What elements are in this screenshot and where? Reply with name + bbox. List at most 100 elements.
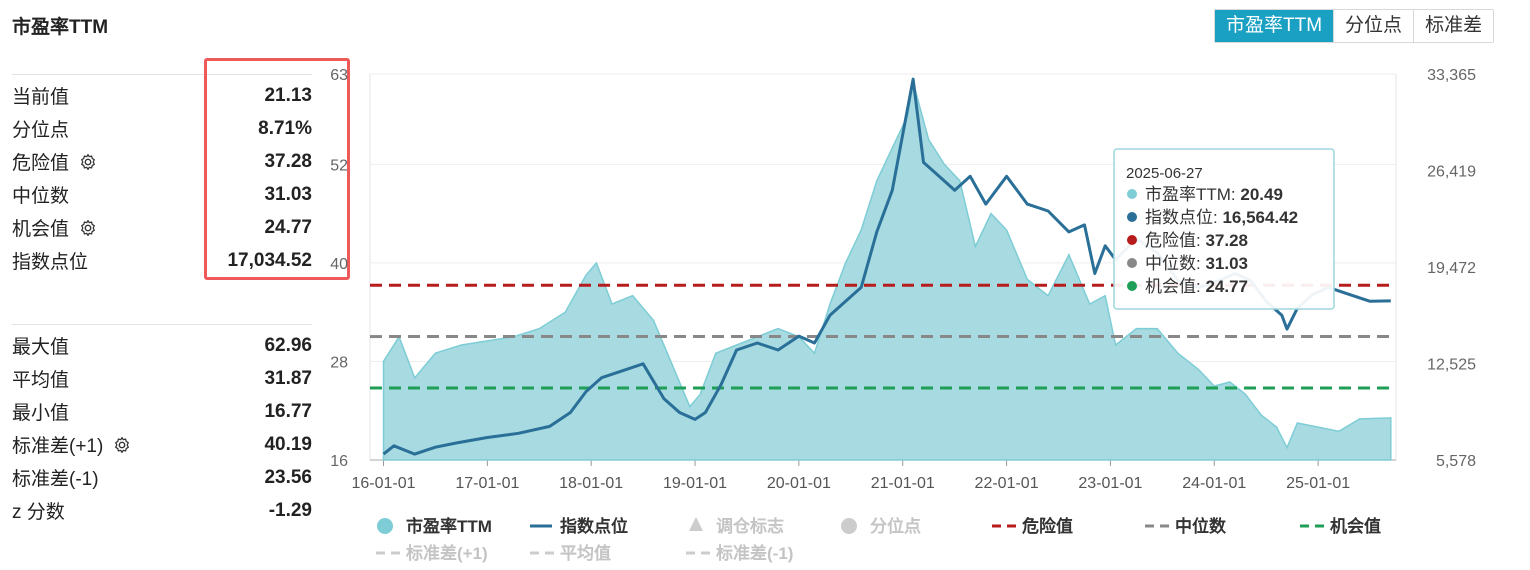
y-left-tick-label: 63 <box>330 67 348 84</box>
tooltip-dot <box>1127 189 1137 199</box>
x-tick-label: 22-01-01 <box>975 475 1039 492</box>
stat-row: 平均值 31.87 <box>12 362 312 395</box>
legend-item[interactable]: 分位点 <box>841 516 921 536</box>
tooltip-item: 中位数: 31.03 <box>1145 254 1248 273</box>
legend-label: 机会值 <box>1330 516 1381 536</box>
stat-label-text: 最大值 <box>12 337 70 358</box>
y-left-tick-label: 16 <box>330 453 348 470</box>
tab-pe-ttm[interactable]: 市盈率TTM <box>1215 10 1334 42</box>
stat-value: 21.13 <box>264 84 312 106</box>
stat-label-text: 标准差(+1) <box>12 436 104 457</box>
stat-row: 危险值 37.28 <box>12 145 312 178</box>
legend-label: 危险值 <box>1021 516 1073 536</box>
x-tick-label: 18-01-01 <box>559 475 623 492</box>
stat-label-text: 标准差(-1) <box>12 469 99 490</box>
stat-row: 机会值 24.77 <box>12 211 312 244</box>
stat-row: 中位数 31.03 <box>12 178 312 211</box>
stat-label: 危险值 <box>12 148 97 175</box>
stat-label-text: 中位数 <box>12 186 70 207</box>
stat-label: 当前值 <box>12 82 69 109</box>
legend-item[interactable]: 机会值 <box>1300 516 1381 536</box>
stat-value: 8.71% <box>258 117 312 139</box>
legend-item[interactable]: 平均值 <box>530 543 611 563</box>
stat-value: 23.56 <box>264 466 312 488</box>
y-right-tick-label: 26,419 <box>1427 164 1476 181</box>
tab-std-dev[interactable]: 标准差 <box>1413 10 1494 42</box>
stat-row: 最小值 16.77 <box>12 395 312 428</box>
tooltip-item-value: 16,564.42 <box>1222 208 1298 227</box>
metric-tabs: 市盈率TTM 分位点 标准差 <box>1214 9 1495 43</box>
stat-label-text: 指数点位 <box>12 252 89 273</box>
tooltip-item-label: 指数点位: <box>1145 208 1222 227</box>
legend-triangle-icon <box>689 517 703 531</box>
tooltip-dot <box>1127 235 1137 245</box>
gear-icon[interactable] <box>113 436 131 454</box>
legend-item[interactable]: 危险值 <box>992 516 1073 536</box>
gear-icon[interactable] <box>79 153 97 171</box>
stat-label-text: 危险值 <box>12 153 70 174</box>
tooltip-item: 市盈率TTM: 20.49 <box>1145 185 1283 204</box>
legend-label: 调仓标志 <box>716 516 784 536</box>
legend-label: 平均值 <box>560 543 611 563</box>
legend-label: 中位数 <box>1175 516 1227 536</box>
stat-label-text: 机会值 <box>12 219 70 240</box>
legend-label: 标准差(-1) <box>716 543 793 563</box>
tooltip-date: 2025-06-27 <box>1126 165 1203 182</box>
tooltip-item-value: 31.03 <box>1205 254 1248 273</box>
x-tick-label: 23-01-01 <box>1078 475 1142 492</box>
legend-item[interactable]: 标准差(-1) <box>686 543 793 563</box>
legend-label: 市盈率TTM <box>406 516 492 536</box>
stat-row: 分位点 8.71% <box>12 112 312 145</box>
stat-row: 最大值 62.96 <box>12 329 312 362</box>
stat-value: 62.96 <box>264 334 312 356</box>
stat-label: 标准差(+1) <box>12 431 131 458</box>
stat-value: 40.19 <box>264 433 312 455</box>
stat-label-text: z 分数 <box>12 502 65 523</box>
tooltip-item-value: 20.49 <box>1240 185 1283 204</box>
stat-label: 最大值 <box>12 332 69 359</box>
tooltip-item-value: 37.28 <box>1205 231 1248 250</box>
stat-value: 24.77 <box>264 216 312 238</box>
y-left-tick-label: 28 <box>330 354 348 371</box>
stat-value: 31.87 <box>264 367 312 389</box>
x-tick-label: 19-01-01 <box>663 475 727 492</box>
stat-row: z 分数 -1.29 <box>12 494 312 527</box>
tooltip-item-label: 危险值: <box>1145 231 1205 250</box>
y-left-tick-label: 40 <box>330 256 348 273</box>
legend-dot-icon <box>377 518 393 534</box>
x-tick-label: 24-01-01 <box>1182 475 1246 492</box>
y-right-tick-label: 33,365 <box>1427 67 1476 84</box>
legend-item[interactable]: 中位数 <box>1145 516 1227 536</box>
stat-label: 机会值 <box>12 214 97 241</box>
stat-row: 标准差(-1) 23.56 <box>12 461 312 494</box>
x-tick-label: 17-01-01 <box>455 475 519 492</box>
y-right-tick-label: 5,578 <box>1436 453 1476 470</box>
page-title: 市盈率TTM <box>12 17 109 38</box>
legend-item[interactable]: 指数点位 <box>530 516 628 536</box>
stat-label-text: 平均值 <box>12 370 70 391</box>
legend-item[interactable]: 调仓标志 <box>689 516 784 536</box>
gear-icon[interactable] <box>79 219 97 237</box>
stats-panel-top: 当前值 21.13 分位点 8.71% 危险值 37.28 中位数 31.03 机会值 24.77… <box>12 74 312 277</box>
legend-item[interactable]: 市盈率TTM <box>377 516 492 536</box>
tooltip-item-label: 市盈率TTM: <box>1145 185 1240 204</box>
legend-item[interactable]: 标准差(+1) <box>376 543 488 563</box>
stat-label: 分位点 <box>12 115 69 142</box>
tooltip-dot <box>1127 212 1137 222</box>
tooltip-dot <box>1127 258 1137 268</box>
stat-label-text: 分位点 <box>12 120 70 141</box>
y-right-tick-label: 19,472 <box>1427 260 1476 277</box>
y-right-tick-label: 12,525 <box>1427 357 1476 374</box>
tab-percentile[interactable]: 分位点 <box>1333 10 1414 42</box>
highlight-box <box>204 58 350 280</box>
x-tick-label: 16-01-01 <box>351 475 415 492</box>
stat-label: 指数点位 <box>12 247 88 274</box>
stat-label-text: 最小值 <box>12 403 70 424</box>
stat-label: 最小值 <box>12 398 69 425</box>
stat-label: z 分数 <box>12 497 65 524</box>
x-tick-label: 25-01-01 <box>1286 475 1350 492</box>
tooltip-item-label: 中位数: <box>1145 254 1205 273</box>
stat-value: 31.03 <box>264 183 312 205</box>
